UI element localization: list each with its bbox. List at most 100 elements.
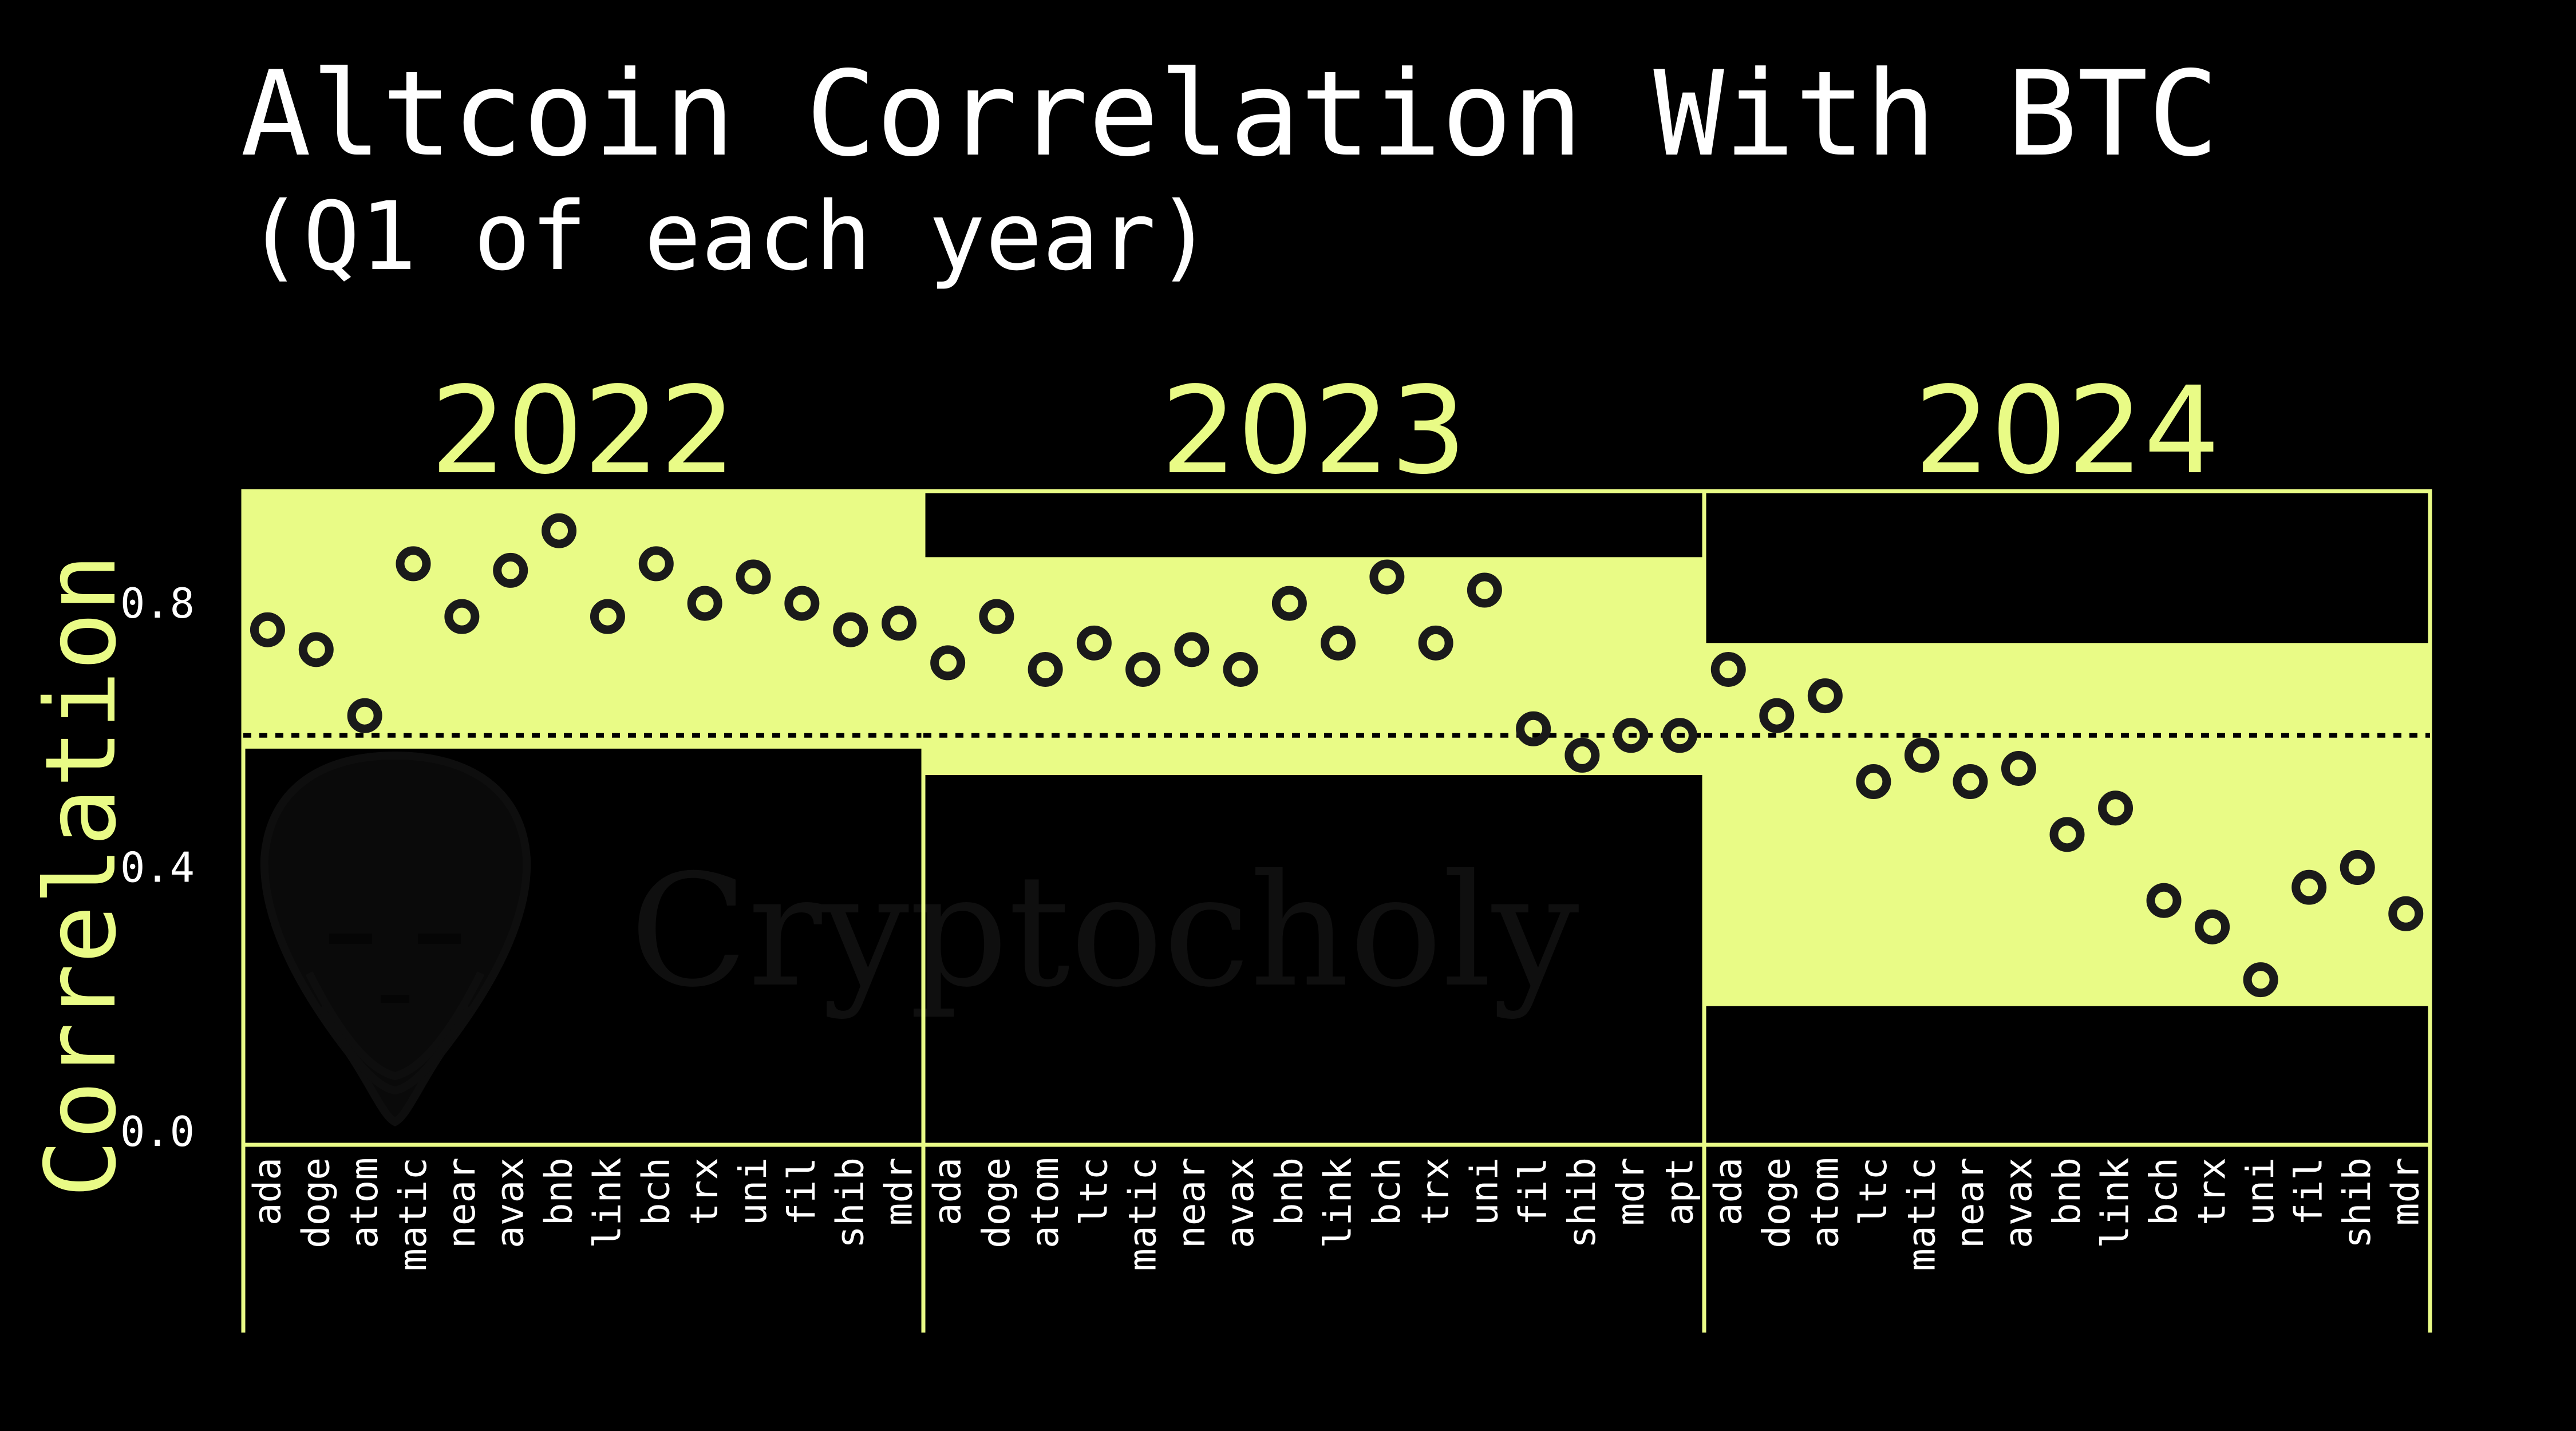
y-tick-label: 0.8 bbox=[120, 579, 195, 627]
x-tick-label-bnb: bnb bbox=[2045, 1157, 2089, 1226]
data-point-fil bbox=[784, 586, 820, 621]
x-tick-label-link: link bbox=[1316, 1157, 1360, 1248]
data-point-doge bbox=[1759, 698, 1795, 733]
data-point-trx bbox=[687, 586, 722, 621]
data-point-matic bbox=[396, 546, 431, 582]
x-tick-label-bch: bch bbox=[634, 1157, 678, 1226]
data-point-ada bbox=[1710, 651, 1746, 687]
watermark-text: Cryptocholy bbox=[630, 841, 1579, 1021]
data-point-bnb bbox=[1271, 586, 1307, 621]
x-tick-label-doge: doge bbox=[1755, 1157, 1799, 1248]
x-tick-label-ada: ada bbox=[245, 1157, 289, 1226]
panel-year-label: 2024 bbox=[1914, 361, 2220, 501]
x-tick-label-shib: shib bbox=[1560, 1157, 1604, 1248]
data-point-shib bbox=[833, 612, 868, 647]
data-point-mdr bbox=[1613, 718, 1649, 753]
x-tick-label-mdr: mdr bbox=[2384, 1157, 2428, 1226]
x-tick-label-shib: shib bbox=[2335, 1157, 2379, 1248]
y-tick-label: 0.4 bbox=[120, 844, 195, 892]
data-point-matic bbox=[1125, 651, 1161, 687]
x-tick-label-near: near bbox=[1170, 1157, 1214, 1248]
x-tick-label-near: near bbox=[1948, 1157, 1992, 1248]
x-tick-label-ada: ada bbox=[926, 1157, 970, 1226]
x-tick-label-apt: apt bbox=[1657, 1157, 1701, 1226]
x-tick-label-avax: avax bbox=[1996, 1157, 2040, 1248]
data-point-apt bbox=[1662, 718, 1697, 753]
data-point-bch bbox=[2146, 883, 2182, 918]
panel-year-label: 2022 bbox=[430, 361, 736, 501]
data-point-atom bbox=[1028, 651, 1063, 687]
x-tick-label-mdr: mdr bbox=[877, 1157, 921, 1226]
x-tick-label-mdr: mdr bbox=[1609, 1157, 1653, 1226]
x-tick-label-atom: atom bbox=[1803, 1157, 1847, 1248]
x-tick-label-bch: bch bbox=[1365, 1157, 1409, 1226]
data-point-link bbox=[590, 599, 625, 634]
x-tick-label-shib: shib bbox=[828, 1157, 872, 1248]
data-point-shib bbox=[1564, 737, 1600, 773]
data-point-fil bbox=[1516, 711, 1551, 746]
data-point-bch bbox=[638, 546, 674, 582]
panel-year-label: 2023 bbox=[1161, 361, 1467, 501]
x-tick-label-bnb: bnb bbox=[537, 1157, 581, 1226]
data-point-near bbox=[1174, 632, 1210, 667]
chart-subtitle: (Q1 of each year) bbox=[246, 181, 1213, 291]
data-point-ada bbox=[250, 612, 285, 647]
x-tick-label-bch: bch bbox=[2142, 1157, 2186, 1226]
x-tick-label-fil: fil bbox=[780, 1157, 824, 1226]
x-tick-label-atom: atom bbox=[342, 1157, 386, 1248]
x-tick-label-uni: uni bbox=[2238, 1157, 2282, 1226]
data-point-atom bbox=[347, 698, 382, 733]
data-point-doge bbox=[298, 632, 334, 667]
data-point-bnb bbox=[2049, 817, 2085, 852]
data-point-mdr bbox=[2388, 896, 2424, 931]
x-tick-label-fil: fil bbox=[2287, 1157, 2331, 1226]
x-tick-label-link: link bbox=[2093, 1157, 2138, 1248]
x-tick-label-matic: matic bbox=[1899, 1157, 1943, 1271]
x-tick-label-matic: matic bbox=[1121, 1157, 1165, 1271]
data-point-uni bbox=[736, 559, 771, 595]
correlation-band bbox=[923, 557, 1704, 776]
data-point-avax bbox=[493, 552, 528, 588]
data-point-uni bbox=[1467, 572, 1502, 608]
data-point-uni bbox=[2243, 962, 2278, 998]
x-tick-label-fil: fil bbox=[1511, 1157, 1555, 1226]
x-tick-label-near: near bbox=[440, 1157, 484, 1248]
y-tick-label: 0.0 bbox=[120, 1108, 195, 1156]
x-tick-label-atom: atom bbox=[1023, 1157, 1067, 1248]
data-point-shib bbox=[2340, 850, 2375, 886]
correlation-band bbox=[243, 491, 923, 749]
data-point-mdr bbox=[882, 606, 917, 641]
data-point-ada bbox=[930, 645, 966, 681]
x-tick-label-trx: trx bbox=[2190, 1157, 2234, 1226]
x-tick-label-matic: matic bbox=[391, 1157, 435, 1271]
data-point-trx bbox=[2195, 909, 2230, 944]
data-point-link bbox=[2098, 790, 2134, 826]
data-point-near bbox=[1953, 764, 1988, 800]
x-tick-label-doge: doge bbox=[974, 1157, 1018, 1248]
data-point-atom bbox=[1807, 678, 1843, 714]
x-tick-label-avax: avax bbox=[488, 1157, 532, 1248]
panel-frame bbox=[1702, 489, 2432, 1147]
x-tick-label-uni: uni bbox=[1462, 1157, 1506, 1226]
panel-2023: 2023 ada doge atom ltc matic near avax bnb link bc… bbox=[921, 361, 1706, 1333]
x-tick-label-uni: uni bbox=[731, 1157, 775, 1226]
x-tick-label-ltc: ltc bbox=[1072, 1157, 1116, 1226]
x-tick-label-ltc: ltc bbox=[1851, 1157, 1895, 1226]
x-tick-label-avax: avax bbox=[1218, 1157, 1262, 1248]
watermark: Cryptocholy bbox=[260, 751, 1579, 1126]
data-point-fil bbox=[2291, 869, 2327, 905]
x-tick-label-doge: doge bbox=[294, 1157, 338, 1248]
x-tick-label-link: link bbox=[585, 1157, 629, 1248]
data-point-trx bbox=[1418, 625, 1453, 661]
x-tick-label-ada: ada bbox=[1706, 1157, 1750, 1226]
data-point-avax bbox=[2001, 750, 2036, 786]
data-point-ltc bbox=[1076, 625, 1112, 661]
data-point-near bbox=[444, 599, 480, 634]
data-point-link bbox=[1321, 625, 1356, 661]
x-tick-label-trx: trx bbox=[1413, 1157, 1457, 1226]
data-point-avax bbox=[1223, 651, 1258, 687]
panel-2024: 2024 ada doge atom ltc matic near avax bnb link bc… bbox=[1702, 361, 2432, 1333]
data-point-bnb bbox=[542, 513, 577, 548]
data-point-ltc bbox=[1856, 764, 1891, 800]
